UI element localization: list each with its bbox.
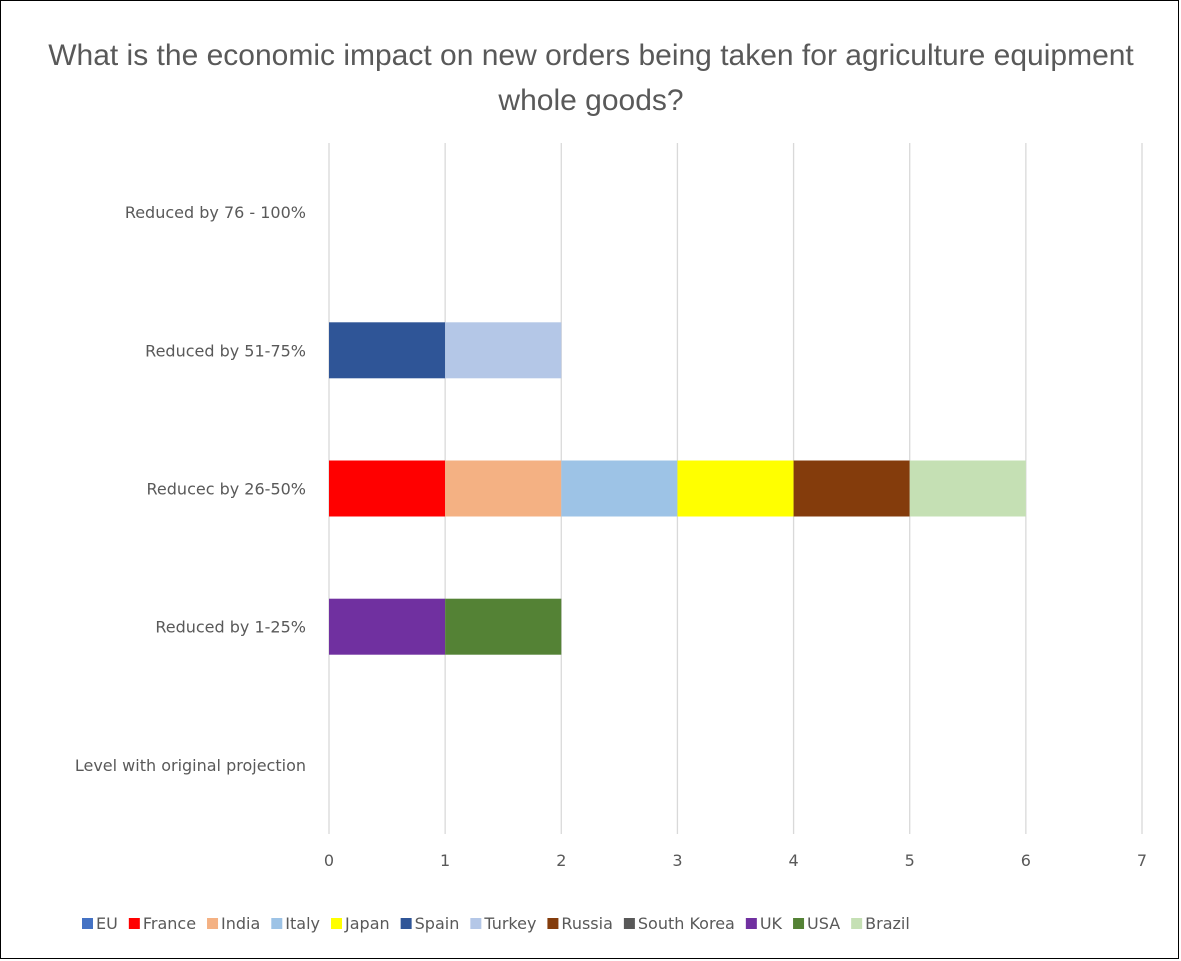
legend-label: India (221, 914, 260, 933)
x-tick-label: 3 (672, 851, 682, 870)
bar-india (445, 460, 562, 517)
legend-swatch (547, 918, 559, 929)
bar-russia (793, 460, 910, 517)
bar-spain (329, 322, 446, 379)
legend-swatch (793, 918, 805, 929)
bars (329, 322, 1026, 655)
legend-swatch (470, 918, 482, 929)
category-labels: Reduced by 76 - 100% Reduced by 51-75% Red… (75, 203, 306, 775)
x-tick-label: 6 (1021, 851, 1031, 870)
legend-label: Italy (285, 914, 320, 933)
legend-label: France (143, 914, 196, 933)
legend-swatch (271, 918, 283, 929)
bar-france (329, 460, 446, 517)
bar-japan (677, 460, 794, 517)
x-tick-label: 1 (440, 851, 450, 870)
bar-italy (561, 460, 678, 517)
legend-swatch (82, 918, 93, 929)
x-tick-label: 7 (1137, 851, 1147, 870)
category-label: Level with original projection (75, 756, 306, 775)
x-tick-label: 2 (556, 851, 566, 870)
legend-swatch (851, 918, 863, 929)
legend-swatch (128, 918, 140, 929)
x-tick-labels: 0 1 2 3 4 5 6 7 (324, 851, 1147, 870)
legend-swatch (623, 918, 635, 929)
category-label: Reduced by 1-25% (155, 618, 306, 637)
legend-label: Turkey (483, 914, 536, 933)
legend-label: South Korea (638, 914, 735, 933)
bar-turkey (445, 322, 562, 379)
legend-label: EU (96, 914, 118, 933)
bar-brazil (909, 460, 1026, 517)
legend-label: Russia (561, 914, 612, 933)
legend-swatch (207, 918, 219, 929)
legend: EU France India Italy Japan Spain Turkey Russia… (82, 914, 910, 933)
legend-label: Brazil (865, 914, 910, 933)
category-label: Reduced by 51-75% (145, 341, 306, 360)
legend-swatch (745, 918, 757, 929)
legend-label: Spain (415, 914, 460, 933)
legend-swatch (331, 918, 343, 929)
chart-title: What is the economic impact on new order… (48, 39, 1134, 117)
legend-label: UK (760, 914, 783, 933)
category-label: Reduced by 76 - 100% (125, 203, 306, 222)
category-label: Reducec by 26-50% (147, 480, 306, 499)
bar-usa (445, 598, 562, 655)
x-tick-label: 5 (905, 851, 915, 870)
legend-label: USA (807, 914, 840, 933)
x-tick-label: 4 (788, 851, 798, 870)
legend-label: Japan (344, 914, 390, 933)
bar-uk (329, 598, 446, 655)
x-tick-label: 0 (324, 851, 334, 870)
legend-swatch (400, 918, 412, 929)
